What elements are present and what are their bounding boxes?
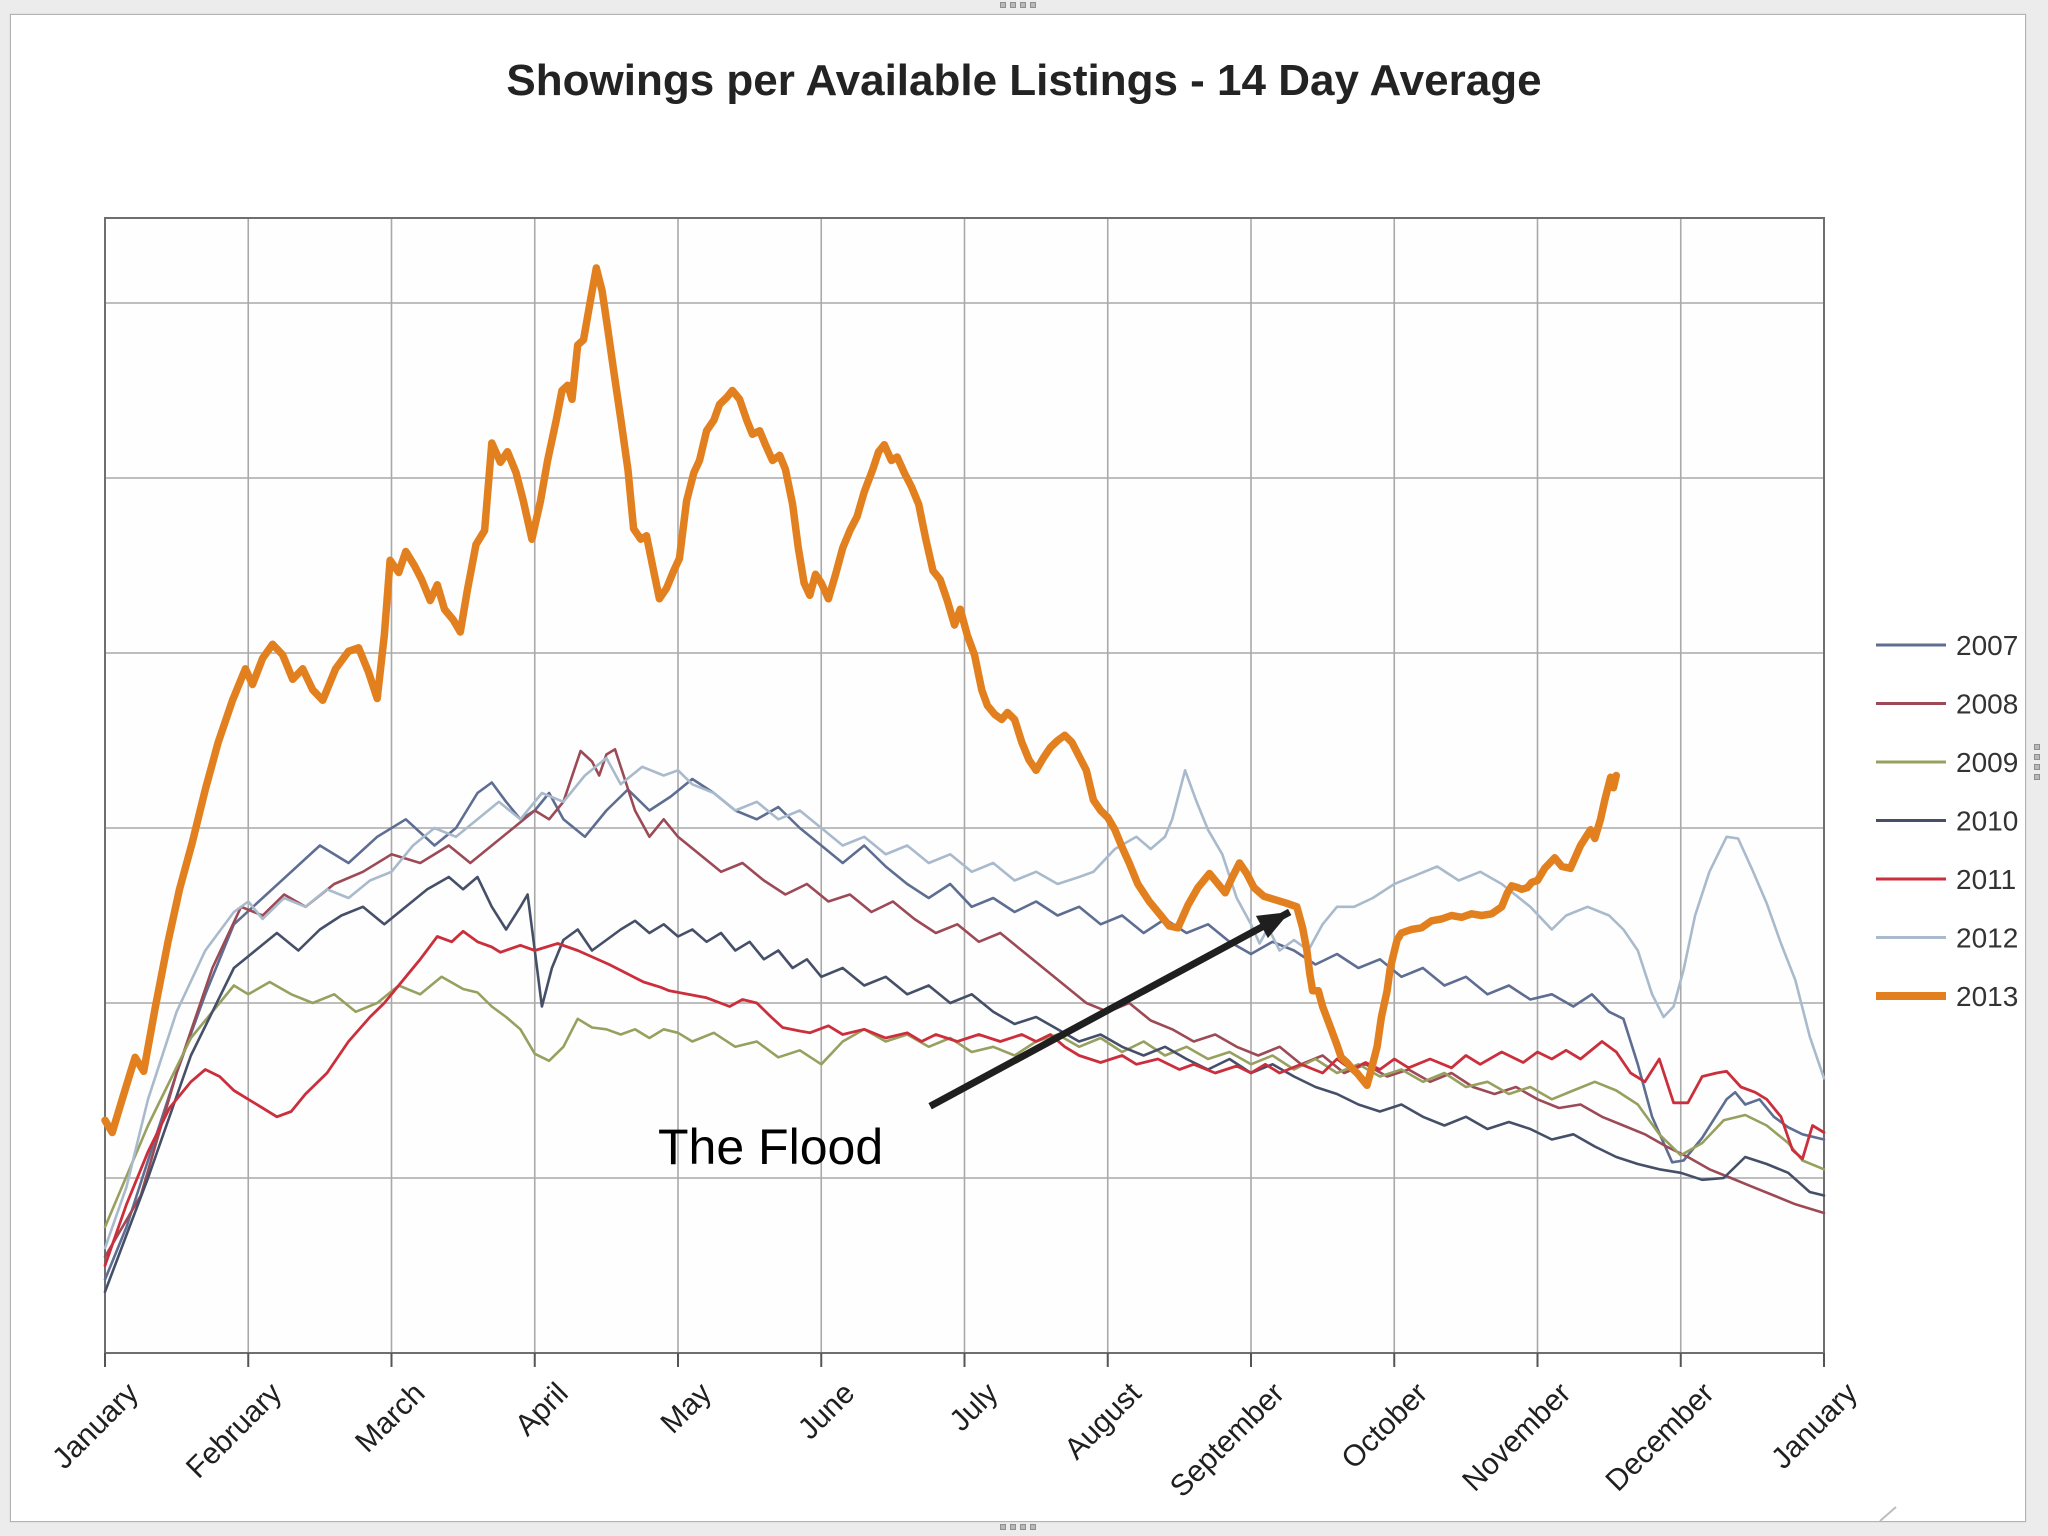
legend-label-2009: 2009: [1956, 747, 2018, 778]
series-line-2011: [103, 929, 1826, 1267]
legend-label-2010: 2010: [1956, 806, 2018, 837]
top-drag-handle-icon[interactable]: [1000, 2, 1036, 8]
chart-title: Showings per Available Listings - 14 Day…: [506, 56, 1542, 105]
legend-label-2007: 2007: [1956, 630, 2018, 661]
bottom-drag-handle-icon[interactable]: [1000, 1524, 1036, 1530]
grip-dot: [1020, 1524, 1026, 1530]
x-axis-label: September: [1164, 1377, 1291, 1504]
x-axis-label: February: [180, 1377, 288, 1485]
grip-dot: [1000, 2, 1006, 8]
x-axis-label: April: [509, 1377, 575, 1443]
grip-dot: [2034, 764, 2040, 770]
flood-annotation-label: The Flood: [658, 1119, 884, 1175]
x-axis-label: June: [792, 1377, 861, 1446]
legend-label-2008: 2008: [1956, 689, 2018, 720]
series-line-2008: [103, 747, 1826, 1259]
x-axis-label: October: [1335, 1377, 1434, 1476]
x-axis-label: January: [46, 1377, 145, 1476]
arrowhead-icon: [1255, 912, 1290, 939]
grip-dot: [1010, 1524, 1016, 1530]
right-drag-handle-icon[interactable]: [2034, 744, 2040, 780]
series-line-2013: [101, 264, 1621, 1137]
x-axis-label: November: [1456, 1377, 1577, 1498]
flood-annotation-arrow: [928, 908, 1292, 1110]
x-axis-label: August: [1058, 1376, 1148, 1466]
legend-label-2013: 2013: [1956, 981, 2018, 1012]
x-axis-label: March: [349, 1377, 431, 1459]
x-axis-label: January: [1765, 1377, 1864, 1476]
legend-label-2011: 2011: [1956, 864, 2016, 895]
series-line-2009: [103, 975, 1826, 1229]
series-line-2012: [103, 756, 1826, 1250]
grip-dot: [1000, 1524, 1006, 1530]
resize-corner-notch: [1879, 1506, 1897, 1522]
x-axis-label: July: [943, 1377, 1004, 1438]
series-line-2010: [103, 875, 1826, 1294]
grip-dot: [2034, 774, 2040, 780]
grip-dot: [1010, 2, 1016, 8]
grip-dot: [2034, 744, 2040, 750]
x-axis-label: December: [1600, 1377, 1721, 1498]
series-line-2007: [103, 777, 1826, 1281]
grip-dot: [1030, 2, 1036, 8]
grip-dot: [1020, 2, 1026, 8]
legend-label-2012: 2012: [1956, 923, 2018, 954]
grip-dot: [2034, 754, 2040, 760]
grip-dot: [1030, 1524, 1036, 1530]
x-axis-label: May: [655, 1377, 718, 1440]
